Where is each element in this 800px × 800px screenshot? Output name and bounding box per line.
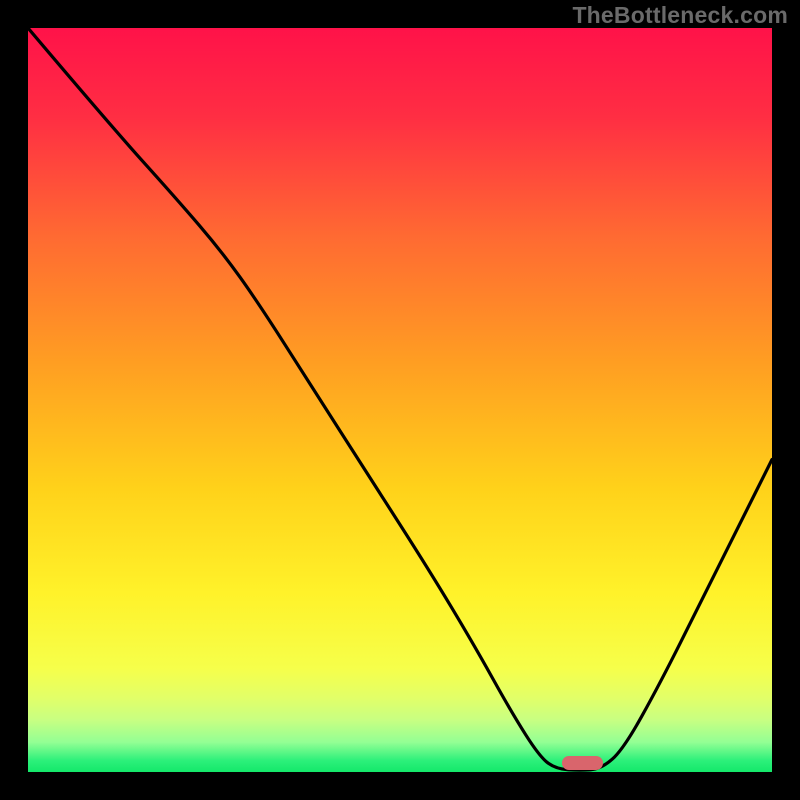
bottleneck-curve <box>28 28 772 770</box>
plot-area <box>28 28 772 772</box>
watermark-text: TheBottleneck.com <box>572 2 788 29</box>
bottleneck-curve-svg <box>28 28 772 772</box>
chart-frame: TheBottleneck.com <box>0 0 800 800</box>
optimum-marker <box>562 756 603 769</box>
